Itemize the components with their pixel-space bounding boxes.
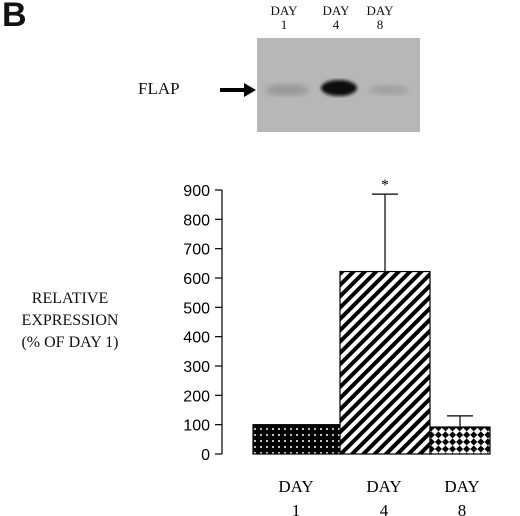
y-tick-label: 400 <box>183 330 210 347</box>
western-blot-image <box>257 38 420 132</box>
bar-2 <box>339 270 431 455</box>
x-category-label: 8 <box>458 501 467 516</box>
significance-asterisk: * <box>381 177 389 194</box>
x-category-label: 4 <box>380 501 389 516</box>
x-category-label: DAY <box>366 477 401 496</box>
blot-band-day8 <box>369 85 409 95</box>
y-tick-label: 300 <box>183 359 210 376</box>
y-tick-label: 100 <box>183 418 210 435</box>
bar-3 <box>429 426 491 455</box>
blot-lane-label-8: DAY 8 <box>358 4 402 32</box>
bar-1 <box>252 424 342 455</box>
blot-band-day1 <box>265 84 309 96</box>
x-category-label: 1 <box>292 501 301 516</box>
y-tick-label: 0 <box>201 447 210 464</box>
blot-band-day4 <box>321 80 357 96</box>
blot-lane-num: 4 <box>332 17 340 32</box>
panel-letter: B <box>2 0 27 34</box>
y-tick-label: 700 <box>183 242 210 259</box>
y-tick-label: 200 <box>183 388 210 405</box>
y-axis-label-line: RELATIVE <box>31 290 109 307</box>
y-axis-label-line: (% OF DAY 1) <box>21 334 119 351</box>
blot-lane-day: DAY <box>270 3 298 18</box>
y-tick-label: 500 <box>183 300 210 317</box>
blot-lane-label-4: DAY 4 <box>314 4 358 32</box>
blot-lane-label-1: DAY 1 <box>262 4 306 32</box>
x-category-label: DAY <box>444 477 479 496</box>
y-tick-label: 600 <box>183 271 210 288</box>
y-tick-label: 900 <box>183 183 210 200</box>
blot-lane-num: 8 <box>376 17 384 32</box>
x-category-label: DAY <box>278 477 313 496</box>
flap-band-label: FLAP <box>138 79 180 98</box>
y-axis-label: RELATIVE EXPRESSION (% OF DAY 1) <box>0 288 140 354</box>
arrow-right-icon <box>220 83 256 97</box>
y-tick-label: 800 <box>183 212 210 229</box>
y-axis-label-line: EXPRESSION <box>21 312 119 329</box>
blot-lane-day: DAY <box>366 3 394 18</box>
blot-lane-num: 1 <box>280 17 288 32</box>
blot-lane-day: DAY <box>322 3 350 18</box>
